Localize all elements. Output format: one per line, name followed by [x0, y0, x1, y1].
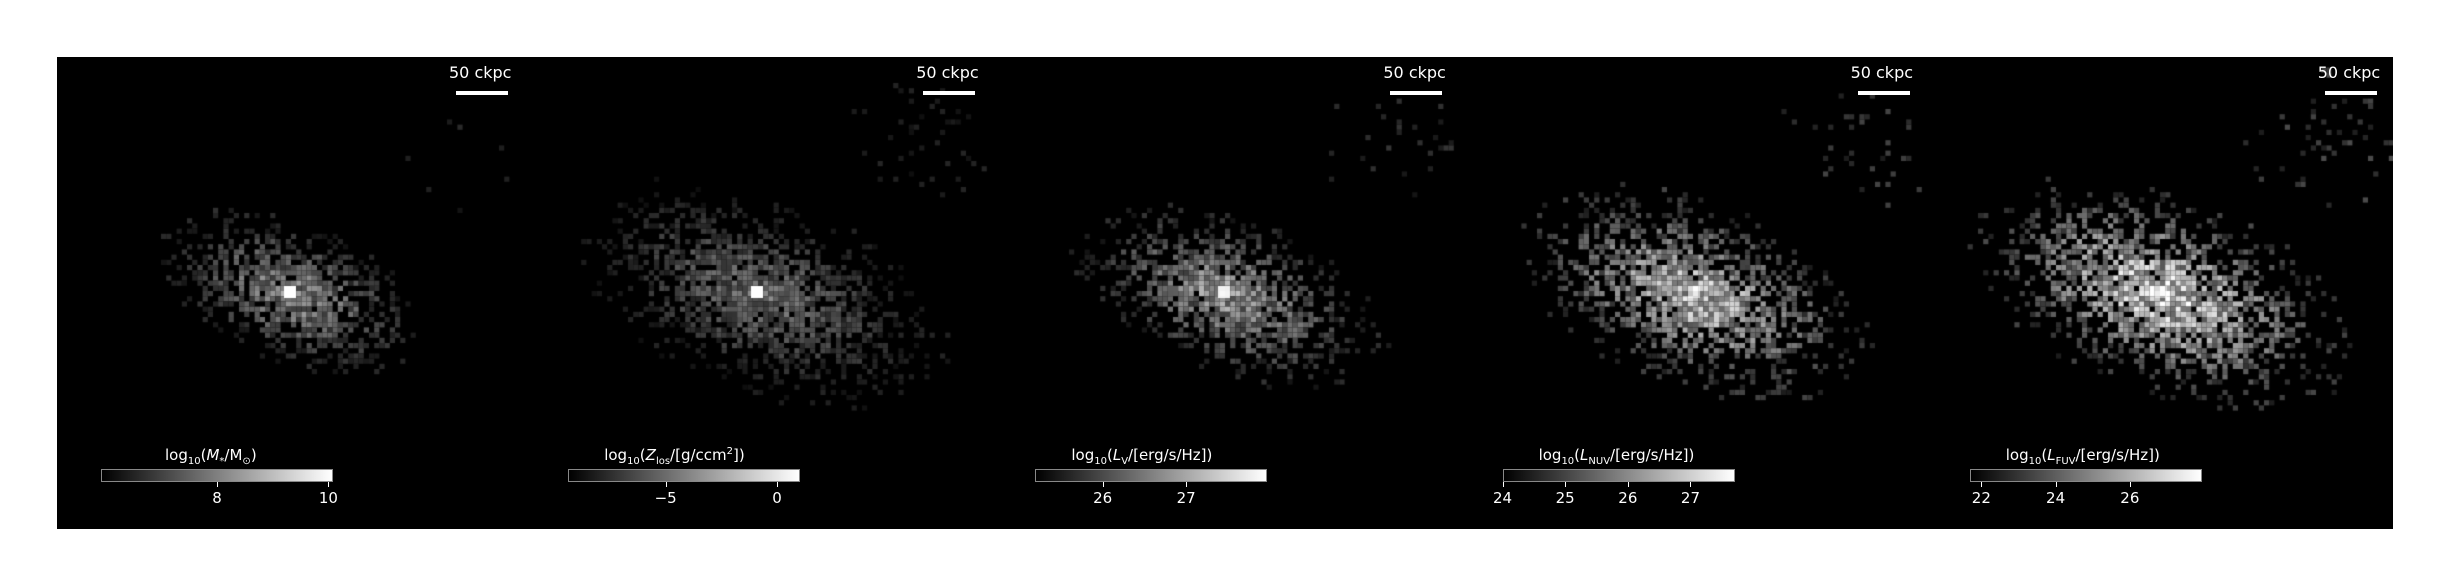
colorbar-tick	[1502, 482, 1504, 487]
scalebar-line	[456, 91, 508, 95]
panel-nuv: 50 ckpc log10(LNUV/[erg/s/Hz]) 24 25 26 27	[1458, 57, 1926, 529]
colorbar-tick-label: 27	[1176, 489, 1196, 507]
colorbar-tick-label: 24	[2046, 489, 2066, 507]
colorbar-tick	[1102, 482, 1104, 487]
colorbar-tick	[1981, 482, 1983, 487]
colorbar-tick-label: 26	[2120, 489, 2140, 507]
scalebar-line	[1390, 91, 1443, 95]
colorbar-tick	[217, 482, 218, 487]
colorbar-tick	[2129, 482, 2131, 487]
colorbar-tick-label: 26	[1618, 489, 1638, 507]
panel-mass: 50 ckpc log10(M*/M⊙) 8 10	[57, 57, 525, 529]
colorbar-label: log10(LNUV/[erg/s/Hz])	[1538, 446, 1695, 467]
colorbar-tick-label: 25	[1555, 489, 1575, 507]
scalebar-label: 50 ckpc	[2317, 63, 2381, 82]
pixel-map-fuv	[1925, 57, 2393, 529]
pixel-map-mass	[57, 57, 524, 529]
scalebar-label: 50 ckpc	[1383, 63, 1446, 82]
colorbar-tick	[1690, 482, 1692, 487]
colorbar-tick-label: 8	[212, 489, 222, 507]
pixel-map-nuv	[1458, 57, 1926, 529]
panel-metallicity: 50 ckpc log10(Zlos/[g/ccm2]) −5 0	[524, 57, 992, 529]
colorbar-tick-label: 10	[318, 489, 338, 507]
colorbar	[1502, 469, 1735, 482]
scalebar-line	[2324, 91, 2377, 95]
pixel-map-v-band	[991, 57, 1459, 529]
panel-fuv: 50 ckpc log10(LFUV/[erg/s/Hz]) 22 24 26	[1925, 57, 2393, 529]
colorbar-tick-label: −5	[654, 489, 677, 507]
colorbar	[1969, 469, 2202, 482]
colorbar	[101, 469, 333, 482]
colorbar	[568, 469, 801, 482]
scalebar-line	[1857, 91, 1910, 95]
colorbar-tick	[1186, 482, 1188, 487]
colorbar-tick	[776, 482, 778, 487]
scalebar-label: 50 ckpc	[1850, 63, 1914, 82]
colorbar-tick	[665, 482, 667, 487]
pixel-map-metallicity	[524, 57, 992, 529]
colorbar-label: log10(LFUV/[erg/s/Hz])	[2005, 446, 2160, 467]
scalebar-label: 50 ckpc	[916, 63, 979, 82]
colorbar-tick-label: 26	[1093, 489, 1113, 507]
colorbar-tick	[328, 482, 330, 487]
colorbar-label: log10(LV/[erg/s/Hz])	[1071, 446, 1213, 467]
colorbar-tick-label: 27	[1680, 489, 1701, 507]
scalebar-label: 50 ckpc	[449, 63, 512, 82]
colorbar	[1035, 469, 1268, 482]
colorbar-tick-label: 0	[772, 489, 782, 507]
colorbar-label: log10(Zlos/[g/ccm2])	[604, 446, 745, 467]
panel-v-band: 50 ckpc log10(LV/[erg/s/Hz]) 26 27	[991, 57, 1459, 529]
galaxy-map-figure: 50 ckpc log10(M*/M⊙) 8 10 50 ckpc log10(Zlos/…	[57, 57, 2393, 529]
colorbar-tick	[2055, 482, 2057, 487]
colorbar-label: log10(M*/M⊙)	[165, 446, 257, 467]
scalebar-line	[923, 91, 976, 95]
colorbar-tick-label: 22	[1971, 489, 1991, 507]
colorbar-tick	[1565, 482, 1567, 487]
colorbar-tick	[1627, 482, 1629, 487]
colorbar-tick-label: 24	[1493, 489, 1513, 507]
